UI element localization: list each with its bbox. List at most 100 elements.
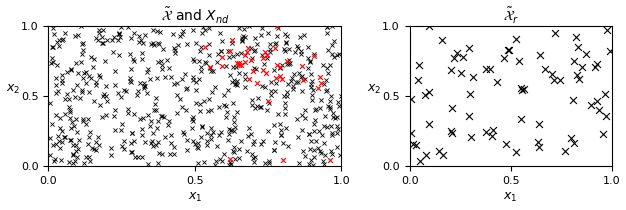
Point [327,152,337,156]
Point [329,116,339,119]
Point [102,99,112,103]
Point [89,100,99,103]
Point [217,39,227,43]
Point [194,78,204,81]
Point [140,33,150,37]
Point [46,136,56,139]
Point [324,159,334,162]
Point [269,148,279,152]
Point [50,157,60,160]
Point [264,130,274,133]
Point [95,143,105,147]
Point [252,42,262,46]
Point [126,36,136,39]
Point [250,155,260,159]
Point [319,163,329,166]
Point [309,155,319,159]
Point [212,159,222,162]
Point [240,77,250,81]
Point [126,68,136,71]
Point [269,149,279,152]
Point [292,117,302,121]
Point [282,40,292,43]
Point [272,64,282,67]
Point [307,93,317,97]
Point [247,143,257,146]
Point [305,61,315,64]
Point [192,42,202,45]
Point [48,60,58,63]
Point [309,123,319,126]
Point [217,64,227,68]
Point [96,116,106,119]
Point [64,160,74,163]
Point [65,110,75,114]
Point [550,31,560,35]
Point [155,30,165,33]
Point [464,46,474,50]
Point [253,96,263,99]
Point [322,67,332,70]
Point [276,133,286,136]
Point [203,110,213,113]
Point [152,76,162,80]
Point [135,117,145,121]
Point [84,155,94,158]
Point [137,127,147,131]
Point [336,153,346,156]
Point [198,26,208,29]
Point [284,63,294,66]
Point [262,108,272,112]
Point [150,103,160,106]
Point [250,107,260,110]
Point [210,85,220,88]
Point [326,99,336,103]
Point [223,88,233,92]
Point [166,141,176,145]
Point [257,54,267,57]
Point [121,89,131,92]
Point [78,43,88,46]
Point [98,41,108,45]
Point [143,67,153,70]
Point [456,72,466,75]
Point [243,47,253,50]
Point [577,66,587,69]
Point [106,153,116,156]
Point [151,108,161,112]
Point [265,47,275,50]
Point [328,112,338,115]
Point [57,78,67,81]
Point [311,139,321,143]
Point [288,84,298,88]
Point [259,56,269,59]
Point [71,150,81,153]
Point [233,72,244,75]
Point [237,39,247,42]
Point [205,69,215,72]
Point [177,32,187,35]
Point [228,54,238,57]
Point [323,71,333,75]
Point [166,133,176,136]
Point [203,54,213,57]
Point [191,80,201,83]
Point [313,86,323,89]
Point [246,58,256,61]
Point [129,112,139,116]
Point [172,81,182,85]
Point [206,108,216,112]
Point [228,101,239,104]
Point [97,35,107,38]
Point [48,143,58,147]
Point [165,152,175,156]
Point [168,83,178,86]
Point [319,82,329,85]
Point [81,155,91,158]
Point [49,159,59,162]
Point [182,138,192,142]
Point [125,52,135,55]
Point [279,142,289,145]
Point [137,133,147,137]
Point [113,92,123,95]
